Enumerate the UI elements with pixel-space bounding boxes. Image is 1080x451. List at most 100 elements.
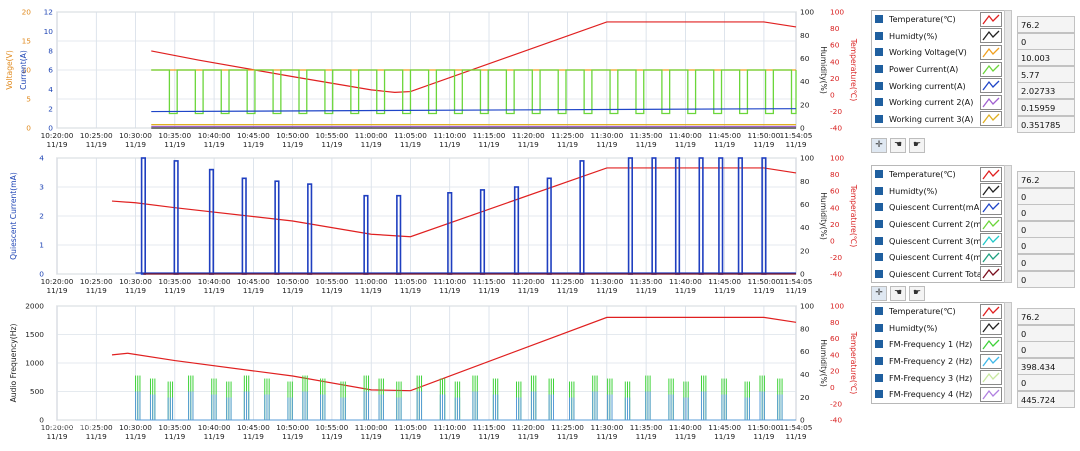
legend-item[interactable]: Working current 3(A)	[872, 111, 1005, 128]
visibility-checkbox[interactable]	[875, 220, 883, 229]
legend-item[interactable]: Quiescent Current(mA)	[872, 199, 1005, 216]
watermark: @大晋国	[32, 419, 97, 437]
visibility-checkbox[interactable]	[875, 323, 883, 332]
line-style-swatch[interactable]	[980, 353, 1002, 369]
x-tick-date: 11/19	[361, 432, 382, 441]
visibility-checkbox[interactable]	[875, 253, 883, 262]
line-style-swatch[interactable]	[980, 303, 1002, 319]
legend-item[interactable]: Working current 2(A)	[872, 94, 1005, 111]
line-style-swatch[interactable]	[980, 370, 1002, 386]
legend-label: Quiescent Current 4(mA)	[889, 252, 980, 263]
line-style-swatch[interactable]	[980, 111, 1002, 127]
y-tick-label: 40	[830, 350, 840, 359]
legend-item[interactable]: Working current(A)	[872, 77, 1005, 94]
legend-label: FM-Frequency 2 (Hz)	[889, 356, 973, 367]
visibility-checkbox[interactable]	[875, 31, 883, 40]
legend-item[interactable]: Quiescent Current Total(mA)	[872, 266, 1005, 283]
legend-item[interactable]: Temperature(℃)	[872, 11, 1005, 28]
cursor-tool-icon[interactable]: ✛	[871, 286, 887, 301]
x-tick-label: 11:30:00	[590, 277, 623, 286]
pan-tool-icon[interactable]: ☛	[909, 286, 925, 301]
legend-label: Working current 2(A)	[889, 97, 974, 108]
legend-item[interactable]: Temperature(℃)	[872, 303, 1005, 320]
x-tick-label: 10:45:00	[237, 131, 270, 140]
line-style-swatch[interactable]	[980, 61, 1002, 77]
line-style-swatch[interactable]	[980, 233, 1002, 249]
legend-item[interactable]: Humidty(%)	[872, 183, 1005, 200]
x-tick-date: 11/19	[518, 286, 539, 295]
visibility-checkbox[interactable]	[875, 81, 883, 90]
y-tick-label: 100	[830, 8, 844, 17]
visibility-checkbox[interactable]	[875, 15, 883, 24]
x-tick-label: 10:55:00	[316, 277, 349, 286]
line-style-swatch[interactable]	[980, 183, 1002, 199]
line-style-swatch[interactable]	[980, 28, 1002, 44]
y-tick-label: 80	[830, 170, 840, 179]
visibility-checkbox[interactable]	[875, 170, 883, 179]
y-tick-label: 5	[26, 95, 31, 104]
y-tick-label: -20	[830, 253, 842, 262]
legend-scrollbar[interactable]	[1004, 302, 1012, 404]
legend-item[interactable]: Quiescent Current 4(mA)	[872, 249, 1005, 266]
x-tick-date: 11/19	[478, 286, 499, 295]
cursor-tool-icon[interactable]: ✛	[871, 138, 887, 153]
legend-label: Humidty(%)	[889, 322, 938, 333]
visibility-checkbox[interactable]	[875, 357, 883, 366]
legend-scrollbar[interactable]	[1004, 165, 1012, 284]
visibility-checkbox[interactable]	[875, 390, 883, 399]
line-style-swatch[interactable]	[980, 44, 1002, 60]
line-style-swatch[interactable]	[980, 94, 1002, 110]
visibility-checkbox[interactable]	[875, 236, 883, 245]
legend-item[interactable]: Humidty(%)	[872, 28, 1005, 45]
legend-3[interactable]: Temperature(℃) Humidty(%) FM-Frequency 1 (…	[871, 302, 1006, 404]
x-tick-label: 11:54:05	[780, 131, 813, 140]
pan-tool-icon[interactable]: ☛	[909, 138, 925, 153]
legend-1[interactable]: Temperature(℃) Humidty(%) Working Voltage(…	[871, 10, 1006, 129]
legend-item[interactable]: FM-Frequency 4 (Hz)	[872, 386, 1005, 403]
line-style-swatch[interactable]	[980, 266, 1002, 282]
legend-item[interactable]: Power Current(A)	[872, 61, 1005, 78]
legend-item[interactable]: FM-Frequency 1 (Hz)	[872, 336, 1005, 353]
line-style-swatch[interactable]	[980, 249, 1002, 265]
legend-item[interactable]: Quiescent Current 3(mA)	[872, 232, 1005, 249]
line-style-swatch[interactable]	[980, 78, 1002, 94]
zoom-tool-icon[interactable]: ☚	[890, 138, 906, 153]
legend-2[interactable]: Temperature(℃) Humidty(%) Quiescent Curren…	[871, 165, 1006, 284]
zoom-tool-icon[interactable]: ☚	[890, 286, 906, 301]
visibility-checkbox[interactable]	[875, 340, 883, 349]
y-tick-label: -40	[830, 124, 842, 133]
visibility-checkbox[interactable]	[875, 114, 883, 123]
line-style-swatch[interactable]	[980, 336, 1002, 352]
visibility-checkbox[interactable]	[875, 203, 883, 212]
y-tick-label: 15	[22, 37, 32, 46]
x-tick-label: 11:05:00	[394, 423, 427, 432]
legend-item[interactable]: Temperature(℃)	[872, 166, 1005, 183]
line-style-swatch[interactable]	[980, 166, 1002, 182]
legend-item[interactable]: FM-Frequency 3 (Hz)	[872, 369, 1005, 386]
visibility-checkbox[interactable]	[875, 65, 883, 74]
visibility-checkbox[interactable]	[875, 98, 883, 107]
x-tick-label: 10:45:00	[237, 277, 270, 286]
line-style-swatch[interactable]	[980, 386, 1002, 402]
legend-label: Temperature(℃)	[889, 14, 956, 25]
visibility-checkbox[interactable]	[875, 48, 883, 57]
line-style-swatch[interactable]	[980, 320, 1002, 336]
line-style-swatch[interactable]	[980, 216, 1002, 232]
x-tick-date: 11/19	[361, 286, 382, 295]
legend-item[interactable]: Quiescent Current 2(mA)	[872, 216, 1005, 233]
y-tick-label: 1500	[25, 330, 44, 339]
line-style-swatch[interactable]	[980, 199, 1002, 215]
line-style-swatch[interactable]	[980, 11, 1002, 27]
visibility-checkbox[interactable]	[875, 186, 883, 195]
legend-scrollbar[interactable]	[1004, 10, 1012, 129]
visibility-checkbox[interactable]	[875, 307, 883, 316]
x-tick-label: 11:40:00	[669, 277, 702, 286]
y-tick-label: 0	[830, 383, 835, 392]
legend-item[interactable]: FM-Frequency 2 (Hz)	[872, 353, 1005, 370]
x-tick-date: 11/19	[400, 286, 421, 295]
visibility-checkbox[interactable]	[875, 269, 883, 278]
legend-item[interactable]: Humidty(%)	[872, 320, 1005, 337]
x-tick-label: 10:55:00	[316, 423, 349, 432]
legend-item[interactable]: Working Voltage(V)	[872, 44, 1005, 61]
visibility-checkbox[interactable]	[875, 373, 883, 382]
